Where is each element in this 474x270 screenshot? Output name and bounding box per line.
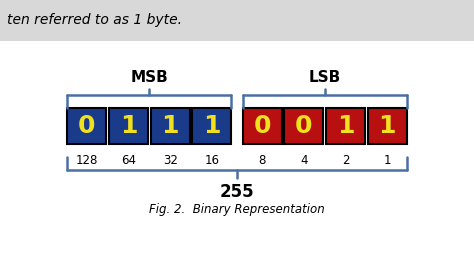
Text: 1: 1 <box>383 154 391 167</box>
Text: 0: 0 <box>295 114 312 138</box>
Text: 2: 2 <box>342 154 349 167</box>
Text: 1: 1 <box>162 114 179 138</box>
FancyBboxPatch shape <box>0 0 474 40</box>
Text: 0: 0 <box>78 114 95 138</box>
Text: MSB: MSB <box>130 70 168 85</box>
FancyBboxPatch shape <box>243 108 282 144</box>
Text: 128: 128 <box>75 154 98 167</box>
FancyBboxPatch shape <box>368 108 407 144</box>
Text: 64: 64 <box>121 154 136 167</box>
Text: 0: 0 <box>254 114 271 138</box>
Text: 1: 1 <box>337 114 354 138</box>
Text: 32: 32 <box>163 154 178 167</box>
Text: 1: 1 <box>120 114 137 138</box>
FancyBboxPatch shape <box>109 108 148 144</box>
FancyBboxPatch shape <box>151 108 190 144</box>
FancyBboxPatch shape <box>192 108 231 144</box>
Text: 8: 8 <box>258 154 266 167</box>
Text: 255: 255 <box>219 183 255 201</box>
Text: ten referred to as 1 byte.: ten referred to as 1 byte. <box>7 13 182 27</box>
FancyBboxPatch shape <box>326 108 365 144</box>
Text: 1: 1 <box>203 114 220 138</box>
Text: Fig. 2.  Binary Representation: Fig. 2. Binary Representation <box>149 203 325 216</box>
Text: 4: 4 <box>300 154 308 167</box>
FancyBboxPatch shape <box>284 108 323 144</box>
Text: 1: 1 <box>379 114 396 138</box>
FancyBboxPatch shape <box>67 108 106 144</box>
Text: LSB: LSB <box>309 70 341 85</box>
Text: 16: 16 <box>204 154 219 167</box>
